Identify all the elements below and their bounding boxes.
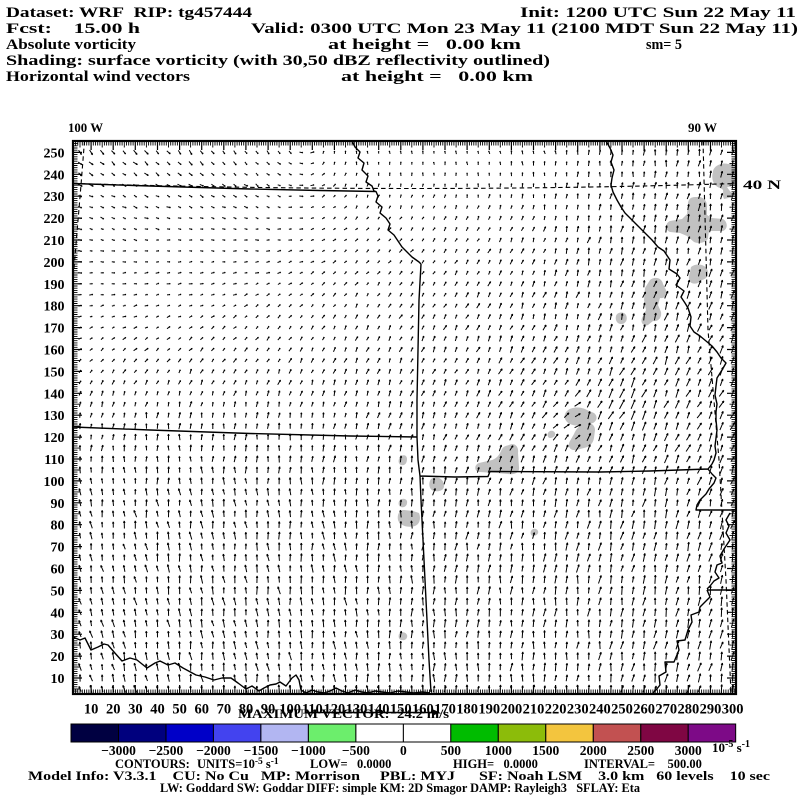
svg-text:300: 300 <box>722 702 744 718</box>
svg-text:40 N: 40 N <box>743 177 782 192</box>
svg-text:90: 90 <box>51 497 65 512</box>
svg-text:20: 20 <box>106 702 121 718</box>
svg-text:at height = 0.00 km: at height = 0.00 km <box>341 69 534 85</box>
svg-text:220: 220 <box>44 212 65 227</box>
svg-text:10: 10 <box>51 672 65 687</box>
svg-text:230: 230 <box>567 702 589 718</box>
svg-text:Horizontal wind vectors: Horizontal wind vectors <box>6 69 190 85</box>
svg-text:160: 160 <box>412 702 434 718</box>
svg-text:MAXIMUM VECTOR: 24.2 m/s: MAXIMUM VECTOR: 24.2 m/s <box>238 706 449 721</box>
svg-text:80: 80 <box>51 519 65 534</box>
svg-text:190: 190 <box>478 702 500 718</box>
svg-text:70: 70 <box>51 541 65 556</box>
svg-text:270: 270 <box>655 702 677 718</box>
svg-text:140: 140 <box>368 702 390 718</box>
svg-text:at height = 0.00 km: at height = 0.00 km <box>328 37 522 53</box>
svg-text:190: 190 <box>44 278 65 293</box>
svg-text:80: 80 <box>239 702 254 718</box>
svg-text:sm= 5: sm= 5 <box>646 37 682 53</box>
svg-text:30: 30 <box>51 628 65 643</box>
svg-text:Fcst: 15.00 h: Fcst: 15.00 h <box>6 21 141 37</box>
svg-text:LW: Goddard SW: Goddar DIFF: s: LW: Goddard SW: Goddar DIFF: simple KM: … <box>160 781 641 795</box>
svg-text:−1000: −1000 <box>291 743 326 758</box>
svg-text:Shading: surface vorticity (wi: Shading: surface vorticity (with 30,50 d… <box>6 53 550 69</box>
svg-text:180: 180 <box>456 702 478 718</box>
svg-text:200: 200 <box>501 702 523 718</box>
svg-text:0: 0 <box>400 743 407 758</box>
svg-text:−500: −500 <box>342 743 370 758</box>
svg-text:30: 30 <box>128 702 143 718</box>
svg-text:Absolute vorticity: Absolute vorticity <box>6 37 137 53</box>
svg-text:Valid: 0300 UTC Mon 23 May 11: Valid: 0300 UTC Mon 23 May 11 (2100 MDT … <box>251 21 798 37</box>
svg-text:2000: 2000 <box>580 743 607 758</box>
svg-text:Init: 1200 UTC Sun 22 May 11: Init: 1200 UTC Sun 22 May 11 <box>520 5 796 21</box>
svg-text:130: 130 <box>44 409 65 424</box>
svg-text:20: 20 <box>51 650 65 665</box>
svg-text:LOW= 0.0000: LOW= 0.0000 <box>310 757 391 771</box>
svg-text:100: 100 <box>279 702 301 718</box>
svg-text:250: 250 <box>611 702 633 718</box>
svg-text:−3000: −3000 <box>101 743 136 758</box>
svg-text:140: 140 <box>44 387 65 402</box>
svg-text:210: 210 <box>44 234 65 249</box>
svg-text:170: 170 <box>434 702 456 718</box>
svg-text:90: 90 <box>261 702 276 718</box>
svg-text:160: 160 <box>44 344 65 359</box>
svg-text:100: 100 <box>44 475 65 490</box>
svg-text:50: 50 <box>172 702 187 718</box>
svg-text:120: 120 <box>324 702 346 718</box>
svg-text:Dataset: WRF RIP: tg457444: Dataset: WRF RIP: tg457444 <box>6 5 253 21</box>
svg-text:240: 240 <box>589 702 611 718</box>
svg-text:50: 50 <box>51 584 65 599</box>
svg-text:60: 60 <box>51 563 65 578</box>
svg-text:500: 500 <box>441 743 462 758</box>
svg-text:110: 110 <box>302 702 323 718</box>
svg-text:−2000: −2000 <box>196 743 231 758</box>
svg-text:40: 40 <box>51 606 65 621</box>
svg-text:3000: 3000 <box>675 743 702 758</box>
svg-text:240: 240 <box>44 168 65 183</box>
svg-text:100 W: 100 W <box>68 120 103 135</box>
svg-text:250: 250 <box>44 146 65 161</box>
svg-text:120: 120 <box>44 431 65 446</box>
svg-text:INTERVAL= 500.00: INTERVAL= 500.00 <box>584 757 702 771</box>
svg-text:150: 150 <box>44 365 65 380</box>
svg-text:150: 150 <box>390 702 412 718</box>
svg-text:Model Info: V3.3.1 CU: No C: Model Info: V3.3.1 CU: No Cu MP: Morriso… <box>28 769 771 783</box>
svg-text:1500: 1500 <box>532 743 559 758</box>
svg-text:200: 200 <box>44 256 65 271</box>
svg-text:10: 10 <box>84 702 99 718</box>
svg-text:2500: 2500 <box>627 743 654 758</box>
svg-text:220: 220 <box>545 702 567 718</box>
svg-text:−1500: −1500 <box>244 743 279 758</box>
svg-text:210: 210 <box>523 702 545 718</box>
svg-text:290: 290 <box>700 702 722 718</box>
svg-text:CONTOURS:: CONTOURS: <box>115 757 190 771</box>
svg-text:1000: 1000 <box>485 743 512 758</box>
svg-text:90 W: 90 W <box>688 120 717 135</box>
svg-text:260: 260 <box>633 702 655 718</box>
svg-text:180: 180 <box>44 300 65 315</box>
svg-text:HIGH= 0.0000: HIGH= 0.0000 <box>453 757 538 771</box>
svg-text:10-5 s-1: 10-5 s-1 <box>712 739 750 755</box>
svg-text:130: 130 <box>346 702 368 718</box>
svg-text:40: 40 <box>150 702 165 718</box>
svg-text:230: 230 <box>44 190 65 205</box>
svg-text:280: 280 <box>677 702 699 718</box>
svg-text:60: 60 <box>194 702 209 718</box>
svg-text:110: 110 <box>44 453 64 468</box>
svg-text:170: 170 <box>44 322 65 337</box>
svg-text:−2500: −2500 <box>149 743 184 758</box>
svg-text:70: 70 <box>217 702 232 718</box>
